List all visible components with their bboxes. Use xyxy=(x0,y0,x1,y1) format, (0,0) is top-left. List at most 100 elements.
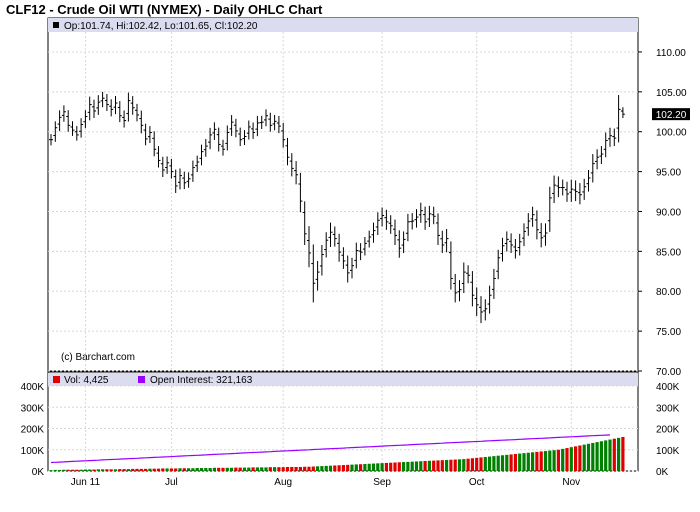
volume-bar xyxy=(277,467,281,471)
open-interest-legend: Open Interest: 321,163 xyxy=(150,375,253,386)
volume-bar xyxy=(118,469,122,471)
ohlc-bar xyxy=(504,231,509,252)
volume-bar xyxy=(285,466,290,471)
ohlc-bar xyxy=(160,156,165,178)
ohlc-bar xyxy=(603,132,608,158)
volume-bar xyxy=(70,469,75,471)
volume-bar xyxy=(230,467,234,471)
x-tick-label: Jul xyxy=(165,477,178,488)
volume-bar xyxy=(273,467,277,471)
volume-bar xyxy=(122,469,126,471)
volume-bar xyxy=(165,468,169,471)
ohlc-bar xyxy=(113,95,118,115)
ohlc-bar xyxy=(281,122,286,148)
price-tick-label: 70.00 xyxy=(656,367,681,378)
ohlc-bar xyxy=(169,158,174,179)
volume-bar xyxy=(569,447,573,471)
ohlc-bar xyxy=(337,233,342,262)
ohlc-bar xyxy=(203,139,208,157)
ohlc-bar xyxy=(362,236,367,256)
volume-bar xyxy=(294,466,298,471)
ohlc-bar xyxy=(49,133,53,146)
volume-bar xyxy=(247,467,251,471)
ohlc-bar xyxy=(444,229,449,253)
volume-bar xyxy=(462,459,466,471)
volume-bar xyxy=(371,463,376,471)
ohlc-bar xyxy=(233,118,238,138)
volume-bar xyxy=(126,469,130,471)
ohlc-bar xyxy=(229,115,234,136)
ohlc-bar xyxy=(608,127,612,147)
volume-bar xyxy=(410,461,414,471)
ohlc-bar xyxy=(384,209,389,230)
volume-bar xyxy=(268,467,272,471)
ohlc-bar xyxy=(483,299,488,321)
ohlc-bar xyxy=(375,212,380,235)
volume-bar xyxy=(178,468,182,471)
price-axis-labels: 110.00 105.00 100.00 95.00 90.00 85.00 80.00 75… xyxy=(638,48,687,378)
volume-bar xyxy=(500,455,505,471)
ohlc-bar xyxy=(414,209,419,228)
volume-bar xyxy=(436,460,440,471)
volume-bar xyxy=(350,464,354,471)
volume-bar xyxy=(492,456,496,471)
price-tick-label: 80.00 xyxy=(656,287,681,298)
volume-tick-label-left: 0K xyxy=(32,467,45,478)
volume-bar xyxy=(307,466,311,471)
volume-bar xyxy=(380,463,384,471)
volume-bars xyxy=(49,434,625,471)
ohlc-bar xyxy=(500,237,505,262)
volume-bar xyxy=(543,451,548,471)
ohlc-bar xyxy=(461,262,466,294)
ohlc-bar xyxy=(401,231,406,254)
volume-bar xyxy=(264,467,268,471)
volume-bar xyxy=(53,469,57,471)
price-tick-label: 75.00 xyxy=(656,327,681,338)
ohlc-bar xyxy=(341,247,346,269)
ohlc-bar xyxy=(178,168,182,190)
volume-tick-label-right: 100K xyxy=(656,446,680,457)
volume-bar xyxy=(535,451,539,471)
ohlc-bar xyxy=(92,99,96,118)
volume-bar xyxy=(384,462,388,471)
volume-legend: Vol: 4,425 xyxy=(64,375,109,386)
ohlc-bar xyxy=(350,257,354,279)
ohlc-bar xyxy=(517,233,522,256)
ohlc-bar xyxy=(393,219,397,245)
ohlc-bar xyxy=(573,180,578,202)
volume-bar xyxy=(561,448,565,471)
ohlc-bar xyxy=(87,96,92,121)
ohlc-bar xyxy=(57,110,62,132)
volume-bar xyxy=(496,455,500,471)
ohlc-bar xyxy=(165,156,170,174)
ohlc-bar xyxy=(311,244,316,303)
x-tick-label: Jun 11 xyxy=(71,477,101,488)
volume-bar xyxy=(251,467,255,471)
ohlc-bar xyxy=(135,103,139,122)
ohlc-bar xyxy=(590,154,595,183)
ohlc-bar xyxy=(405,213,410,242)
x-tick-label: Nov xyxy=(562,477,580,488)
price-tick-label: 105.00 xyxy=(656,88,687,99)
ohlc-bar xyxy=(307,226,311,268)
ohlc-bar xyxy=(543,223,548,246)
volume-bar xyxy=(509,454,513,471)
ohlc-bar xyxy=(380,207,385,227)
ohlc-bar xyxy=(556,176,561,198)
volume-bar xyxy=(466,458,470,471)
ohlc-bar xyxy=(100,91,105,108)
ohlc-bar xyxy=(423,206,428,230)
volume-tick-label-left: 200K xyxy=(21,425,45,436)
volume-bar xyxy=(238,467,242,471)
volume-bar xyxy=(66,469,70,471)
ohlc-bar xyxy=(96,95,101,115)
volume-bar xyxy=(113,469,118,471)
volume-axis-labels: 0K 0K 100K 100K 200K 200K 300K 300K 400K 400K xyxy=(21,382,680,478)
volume-tick-label-right: 200K xyxy=(656,425,680,436)
ohlc-bar xyxy=(122,110,127,128)
volume-bar xyxy=(101,469,105,471)
ohlc-bar xyxy=(242,130,247,145)
ohlc-bar xyxy=(453,273,458,303)
ohlc-bar xyxy=(216,127,221,152)
volume-bar xyxy=(406,461,410,471)
